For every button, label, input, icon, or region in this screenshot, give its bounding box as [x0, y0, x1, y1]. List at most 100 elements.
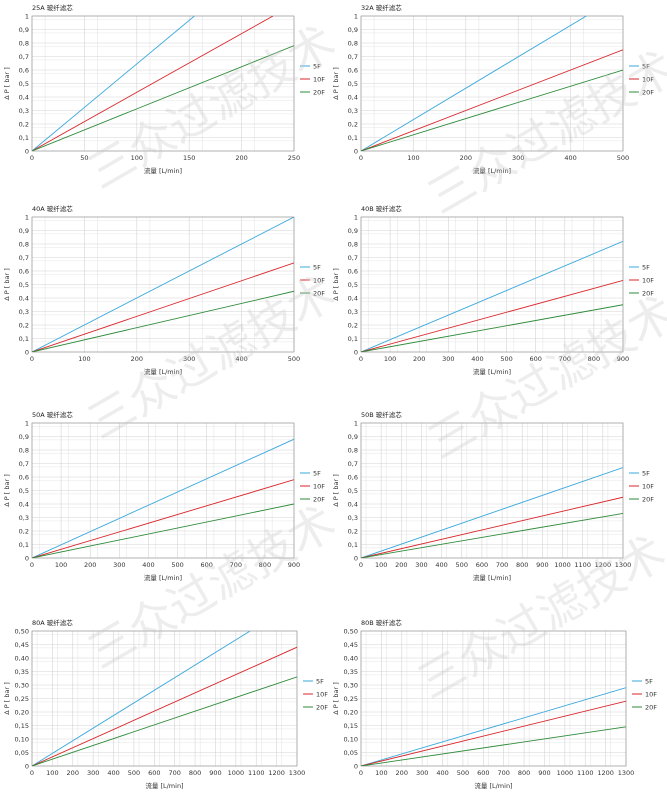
x-tick-label: 600 [148, 769, 160, 777]
x-tick-label: 100 [131, 154, 143, 162]
series-line-10f [32, 16, 274, 151]
watermark-text: 三众过滤技术 [79, 265, 345, 450]
y-tick-label: 0,9 [19, 227, 29, 235]
y-tick-label: 0,15 [15, 722, 29, 730]
y-tick-label: 1 [354, 419, 358, 427]
plot-area [31, 15, 295, 152]
series-line-5f [32, 631, 251, 766]
y-tick-label: 0,7 [19, 53, 29, 61]
y-tick-label: 0,9 [348, 227, 358, 235]
y-tick-label: 0,40 [344, 654, 358, 662]
x-tick-label: 100 [384, 355, 396, 363]
x-tick-label: 0 [359, 769, 363, 777]
y-tick-label: 0,4 [19, 500, 29, 508]
x-tick-label: 200 [84, 561, 96, 569]
x-tick-label: 400 [435, 561, 447, 569]
x-axis-label: 流量 [L/min] [473, 166, 511, 175]
x-tick-label: 100 [375, 769, 387, 777]
y-axis-label: Δ P [ bar ] [332, 474, 340, 506]
x-tick-label: 0 [359, 154, 363, 162]
y-tick-label: 0,10 [344, 735, 358, 743]
y-tick-label: 1 [25, 12, 29, 20]
y-tick-label: 0,8 [348, 39, 358, 47]
x-tick-label: 900 [538, 769, 550, 777]
x-tick-label: 300 [183, 355, 195, 363]
y-tick-label: 1 [25, 213, 29, 221]
y-tick-label: 0,3 [19, 514, 29, 522]
chart-panel-7: 80A 玻纤滤芯 0 100 200 300 400 500 600 700 800 900 1000… [3, 618, 328, 790]
y-tick-label: 0,3 [19, 308, 29, 316]
series-line-10f [361, 280, 623, 352]
y-tick-label: 0,5 [348, 281, 358, 289]
y-axis-label: Δ P [ bar ] [332, 67, 340, 99]
y-tick-label: 0,5 [19, 281, 29, 289]
y-tick-label: 0,5 [348, 487, 358, 495]
chart-panel-2: 32A 玻纤滤芯 0 100 200 300 400 500 0 0,1 0,2 0,3 0,4 0,5… [332, 3, 654, 175]
watermark-text: 三众过滤技术 [79, 15, 345, 200]
chart-title: 80B 玻纤滤芯 [361, 618, 402, 627]
chart-panel-8: 80B 玻纤滤芯 0 100 200 300 400 500 600 700 800 900 1000… [332, 618, 657, 790]
y-tick-label: 0,1 [19, 134, 29, 142]
chart-title: 40A 玻纤滤芯 [32, 204, 73, 213]
chart-panel-6: 50B 玻纤滤芯 0 100 200 300 400 500 600 700 800 900 1000… [332, 410, 654, 582]
series-line-5f [361, 687, 626, 766]
legend-label: 20F [313, 88, 325, 96]
y-tick-label: 0,4 [348, 500, 358, 508]
plot-area [360, 216, 624, 353]
x-tick-label: 1200 [268, 769, 285, 777]
series-line-10f [361, 49, 623, 151]
x-axis-label: 流量 [L/min] [473, 367, 511, 376]
y-tick-label: 0,8 [19, 446, 29, 454]
series-line-20f [361, 304, 623, 352]
y-tick-label: 0,5 [19, 487, 29, 495]
x-tick-label: 1000 [554, 561, 571, 569]
x-tick-label: 0 [30, 355, 34, 363]
series-line-20f [32, 45, 294, 151]
x-tick-label: 50 [80, 154, 88, 162]
x-axis-label: 流量 [L/min] [145, 781, 183, 790]
series-line-20f [32, 503, 294, 558]
x-tick-label: 500 [171, 561, 183, 569]
y-tick-label: 0,2 [348, 321, 358, 329]
y-tick-label: 0 [354, 147, 358, 155]
x-tick-label: 500 [617, 154, 629, 162]
y-tick-label: 0,9 [19, 26, 29, 34]
x-tick-label: 200 [235, 154, 247, 162]
minor-grid [361, 423, 623, 558]
x-tick-label: 900 [536, 561, 548, 569]
y-tick-label: 0,45 [344, 641, 358, 649]
series-line-5f [32, 217, 294, 352]
x-tick-label: 250 [288, 154, 300, 162]
x-tick-label: 800 [516, 561, 528, 569]
y-tick-label: 0,35 [344, 668, 358, 676]
plot-area [360, 630, 627, 767]
x-tick-label: 100 [407, 154, 419, 162]
x-tick-label: 1100 [577, 769, 594, 777]
y-tick-label: 0,10 [15, 735, 29, 743]
y-tick-label: 0,5 [19, 80, 29, 88]
x-tick-label: 0 [30, 561, 34, 569]
series-line-20f [32, 290, 294, 352]
y-tick-label: 0,30 [344, 681, 358, 689]
x-axis-label: 流量 [L/min] [473, 573, 511, 582]
y-tick-label: 0,8 [19, 240, 29, 248]
y-tick-label: 0,1 [348, 134, 358, 142]
y-tick-label: 0,50 [15, 627, 29, 635]
y-tick-label: 0,15 [344, 722, 358, 730]
y-tick-label: 0 [25, 348, 29, 356]
y-tick-label: 0,50 [344, 627, 358, 635]
y-tick-label: 0,2 [348, 120, 358, 128]
chart-title: 32A 玻纤滤芯 [361, 3, 402, 12]
x-tick-label: 400 [142, 561, 154, 569]
y-axis-label: Δ P [ bar ] [3, 682, 11, 714]
series-line-5f [361, 240, 623, 352]
x-tick-label: 300 [512, 154, 524, 162]
series-line-5f [32, 16, 195, 151]
x-tick-label: 1300 [618, 769, 635, 777]
series-line-20f [361, 69, 623, 151]
y-tick-label: 0,8 [19, 39, 29, 47]
x-tick-label: 300 [87, 769, 99, 777]
series-line-10f [361, 496, 623, 558]
chart-title: 40B 玻纤滤芯 [361, 204, 402, 213]
y-tick-label: 0,7 [19, 254, 29, 262]
